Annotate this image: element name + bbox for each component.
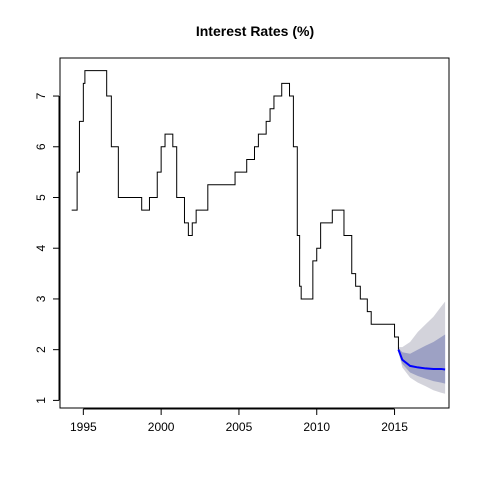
y-tick-label: 2	[34, 346, 48, 353]
chart-title: Interest Rates (%)	[196, 23, 314, 39]
x-tick-label: 2000	[148, 420, 175, 434]
y-tick-label: 5	[34, 194, 48, 201]
history-line	[71, 70, 399, 350]
y-tick-label: 4	[34, 245, 48, 252]
x-tick-label: 1995	[70, 420, 97, 434]
forecast-line	[397, 349, 446, 371]
x-tick-label: 2010	[303, 420, 330, 434]
x-tick-label: 2005	[226, 420, 253, 434]
forecast-band-80	[398, 334, 446, 384]
y-tick-label: 3	[34, 295, 48, 302]
y-axis: 1 2 3 4 5 6 7	[34, 92, 60, 404]
x-tick-label: 2015	[381, 420, 408, 434]
y-tick-label: 6	[34, 143, 48, 150]
y-tick-label: 1	[34, 397, 48, 404]
plot-frame	[59, 57, 450, 409]
forecast-bands	[398, 301, 446, 394]
y-tick-label: 7	[34, 92, 48, 99]
chart-lines	[71, 70, 446, 371]
x-axis: 1995 2000 2005 2010 2015	[70, 408, 408, 434]
